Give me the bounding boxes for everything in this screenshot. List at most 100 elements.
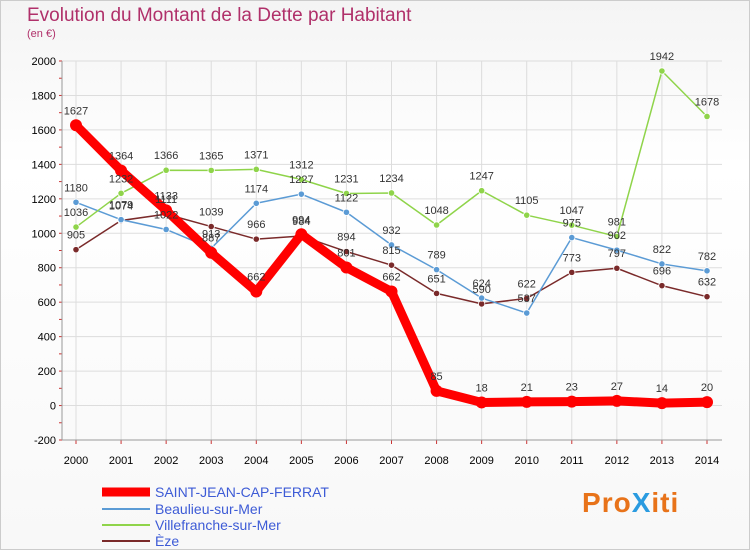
data-point <box>523 309 531 317</box>
data-label: 1022 <box>154 209 178 221</box>
data-label: 966 <box>247 219 265 231</box>
data-label: 773 <box>563 252 581 264</box>
data-label: 662 <box>247 272 265 284</box>
y-tick-label: 2000 <box>32 56 56 68</box>
data-label: 1942 <box>650 51 674 63</box>
data-label: 590 <box>472 284 490 296</box>
x-tick-label: 2000 <box>64 455 88 467</box>
data-label: 913 <box>202 228 220 240</box>
y-tick-label: 1600 <box>32 125 56 137</box>
data-point <box>568 221 576 229</box>
data-point <box>523 294 531 302</box>
data-point <box>297 175 305 184</box>
data-label: 984 <box>292 216 310 228</box>
data-label: 1678 <box>695 96 719 108</box>
data-point <box>115 164 128 177</box>
logo-letter: P <box>582 487 602 518</box>
data-point <box>658 282 666 290</box>
data-point <box>72 246 80 254</box>
data-label: 1366 <box>154 150 178 162</box>
data-label: 662 <box>382 272 400 284</box>
data-label: 905 <box>67 230 85 242</box>
data-label: 1111 <box>155 194 177 206</box>
data-point <box>162 225 170 234</box>
data-point <box>205 246 218 259</box>
data-label: 894 <box>337 232 355 244</box>
data-label: 1047 <box>560 205 584 217</box>
y-tick-label: 1400 <box>32 159 56 171</box>
x-tick-label: 2013 <box>650 455 674 467</box>
data-point <box>385 285 398 298</box>
x-tick-label: 2003 <box>199 455 223 467</box>
data-point <box>432 221 441 229</box>
data-label: 1122 <box>335 192 359 204</box>
data-label: 632 <box>698 277 716 289</box>
data-label: 1247 <box>469 171 493 183</box>
data-point <box>160 204 173 217</box>
data-point <box>342 208 351 216</box>
data-point <box>432 289 441 297</box>
data-label: 789 <box>427 250 445 262</box>
data-point <box>613 232 621 241</box>
data-point <box>342 247 351 256</box>
chart-subtitle: (en €) <box>27 28 56 40</box>
logo-letter: i <box>651 487 661 518</box>
data-point <box>655 397 668 410</box>
data-point <box>70 119 82 132</box>
data-label: 1105 <box>515 195 539 207</box>
logo-letter: i <box>670 487 680 518</box>
data-label: 20 <box>701 382 713 394</box>
data-label: 782 <box>698 251 716 263</box>
data-point <box>252 199 260 207</box>
x-tick-label: 2004 <box>244 455 268 467</box>
data-point <box>295 228 308 241</box>
legend-label: SAINT-JEAN-CAP-FERRAT <box>155 484 329 500</box>
legend-label: Beaulieu-sur-Mer <box>155 501 263 517</box>
data-point <box>342 189 351 198</box>
data-label: 14 <box>656 383 668 395</box>
x-tick-label: 2007 <box>379 455 403 467</box>
data-label: 801 <box>337 248 355 260</box>
data-label: 975 <box>563 218 581 230</box>
data-label: 1232 <box>109 173 133 185</box>
data-point <box>610 394 623 407</box>
data-label: 27 <box>611 381 623 393</box>
data-point <box>432 266 441 274</box>
y-tick-label: 600 <box>38 297 56 309</box>
data-point <box>252 235 260 243</box>
data-label: 1365 <box>199 150 223 162</box>
data-label: 887 <box>202 233 220 245</box>
legend-label: Villefranche-sur-Mer <box>155 517 281 533</box>
x-tick-label: 2008 <box>424 455 448 467</box>
y-tick-label: 800 <box>38 263 56 275</box>
data-point <box>658 67 666 75</box>
data-point <box>72 223 80 231</box>
data-label: 1234 <box>379 173 403 185</box>
data-point <box>703 112 711 121</box>
data-label: 1371 <box>244 149 268 161</box>
x-tick-label: 2002 <box>154 455 178 467</box>
data-label: 932 <box>382 225 400 237</box>
data-label: 23 <box>566 382 578 394</box>
x-tick-label: 2005 <box>289 455 313 467</box>
data-point <box>475 396 488 409</box>
data-point <box>703 293 711 301</box>
data-point <box>703 267 711 275</box>
data-point <box>568 268 576 276</box>
data-point <box>565 395 578 408</box>
data-point <box>117 189 125 197</box>
data-label: 85 <box>430 371 442 383</box>
data-point <box>658 260 666 268</box>
series-lines <box>70 67 713 410</box>
y-tick-label: 1000 <box>32 228 56 240</box>
data-label: 1039 <box>199 207 223 219</box>
data-label: 1133 <box>154 190 178 202</box>
logo-letter: X <box>631 487 652 518</box>
data-point <box>520 395 533 408</box>
x-tick-label: 2012 <box>605 455 629 467</box>
data-point <box>613 264 621 272</box>
data-label: 797 <box>608 248 626 260</box>
x-tick-label: 2011 <box>560 455 584 467</box>
